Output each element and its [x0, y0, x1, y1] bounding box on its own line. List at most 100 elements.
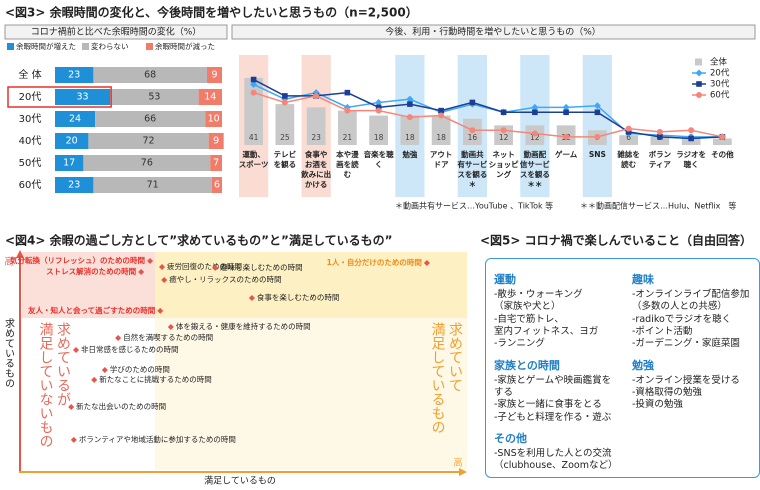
section-item: -ガーデニング・家庭菜園 [632, 338, 740, 350]
value-label: 72 [142, 136, 154, 147]
panel-header [231, 24, 756, 40]
section-item: -自宅で筋トレ、 室内フィットネス、ヨガ [494, 313, 599, 338]
bar-segment [55, 133, 89, 149]
category-label: 音楽を聴く [364, 149, 394, 169]
value-label: 18 [374, 133, 384, 142]
marker [313, 92, 320, 99]
point-label: 学びのための時間 [110, 364, 170, 374]
point-label: 体を鍛える・健康を維持するための時間 [176, 321, 311, 331]
marker [250, 89, 257, 96]
point [248, 295, 255, 301]
point-label: 1人・自分だけのための時間 [327, 257, 423, 267]
value-label: 14 [204, 92, 216, 103]
marker [407, 101, 413, 107]
bar-segment [208, 133, 224, 149]
category-label: 本や漫画を読む [335, 149, 359, 179]
legend-marker [696, 81, 702, 87]
category-label: 動画共有サービスを観る＊ [457, 149, 487, 189]
section-item: -子どもと料理を作る・遊ぶ [494, 411, 612, 423]
legend-swatch [82, 43, 89, 50]
section-item: -家族とゲームや映画鑑賞をする [494, 374, 612, 399]
point-label: 疲労回復のための時間 [167, 261, 242, 271]
bar-segment [55, 111, 96, 127]
point-label: 友人・知人と会って過ごすための時間 [27, 305, 156, 315]
point [91, 376, 98, 383]
legend-swatch [7, 43, 14, 50]
point [423, 259, 430, 266]
marker [531, 103, 539, 111]
value-label: 23 [311, 133, 321, 142]
legend-label: 余暇時間が減った [155, 41, 215, 51]
marker [438, 112, 445, 119]
marker [282, 93, 288, 99]
category-label: 60代 [19, 179, 42, 191]
bar-segment [110, 89, 199, 105]
footnote: ＊＊動画配信サービス…Hulu、Netflix 等 [580, 201, 736, 211]
category-label: その他 [711, 149, 734, 159]
bar-segment [198, 89, 222, 105]
value-label: 20 [66, 136, 78, 147]
bar [431, 115, 451, 145]
marker [438, 107, 444, 114]
category-label: SNS [589, 150, 606, 159]
section-heading: 趣味 [632, 273, 654, 286]
marker [563, 133, 570, 140]
section-item: -家族と一緒に食事をとる [494, 399, 602, 411]
quadrant-label: 求めていて 満足しているもの [429, 322, 464, 434]
category-band [582, 55, 612, 197]
marker [625, 129, 632, 135]
bar-segment [55, 177, 94, 193]
value-label: 66 [144, 114, 156, 125]
marker [344, 89, 351, 96]
bar [400, 115, 420, 145]
category-label: アウトドア [430, 150, 453, 169]
value-label: 71 [147, 180, 159, 191]
legend-swatch [146, 43, 153, 50]
value-label: 17 [63, 158, 75, 169]
section-item: -資格取得の勉強 [632, 387, 702, 399]
legend-label: 余暇時間が増えた [16, 41, 76, 51]
category-label: ラジオを聴く [676, 150, 706, 169]
value-label: 33 [77, 92, 89, 103]
y-axis-label: 求めているもの [2, 318, 14, 388]
marker [657, 134, 663, 140]
value-label: 7 [213, 158, 219, 169]
value-label: 68 [144, 70, 156, 81]
bar-segment [55, 89, 111, 105]
category-label: 勉強 [401, 149, 417, 159]
value-label: 9 [211, 70, 217, 81]
value-label: 12 [530, 133, 540, 142]
quadrant-label: 求めているが 満足していないもの [37, 322, 72, 448]
point [68, 404, 75, 411]
point [167, 324, 174, 331]
category-label: ゲーム [555, 149, 578, 159]
section-item: -ポイント活動 [632, 326, 693, 338]
category-label: 動画配信サービスを観る＊＊ [520, 149, 550, 189]
marker [532, 109, 538, 116]
value-label: 76 [141, 158, 153, 169]
point [101, 367, 108, 374]
legend-marker [695, 69, 703, 77]
marker [375, 98, 383, 106]
point-label: 自然を満喫するための時間 [123, 332, 213, 342]
bar-segment [55, 155, 84, 171]
point [115, 334, 122, 341]
point-label: ストレス解消のための時間 [46, 266, 136, 276]
marker [594, 133, 601, 140]
quadrant-bg [155, 318, 467, 470]
point-label: 新たなことに挑戦するための時間 [99, 374, 212, 384]
panel-header [4, 24, 228, 40]
bar-segment [95, 111, 206, 127]
series-line [253, 91, 723, 138]
category-label: ネットショッピング [489, 150, 519, 179]
marker [625, 125, 632, 132]
category-label: 30代 [19, 113, 42, 125]
marker [250, 76, 257, 83]
marker [469, 99, 476, 106]
legend-label: 全体 [710, 57, 728, 68]
section-item: -ランニング [494, 338, 545, 350]
point [158, 264, 165, 271]
bar [650, 136, 670, 145]
bar-segment [210, 155, 222, 171]
